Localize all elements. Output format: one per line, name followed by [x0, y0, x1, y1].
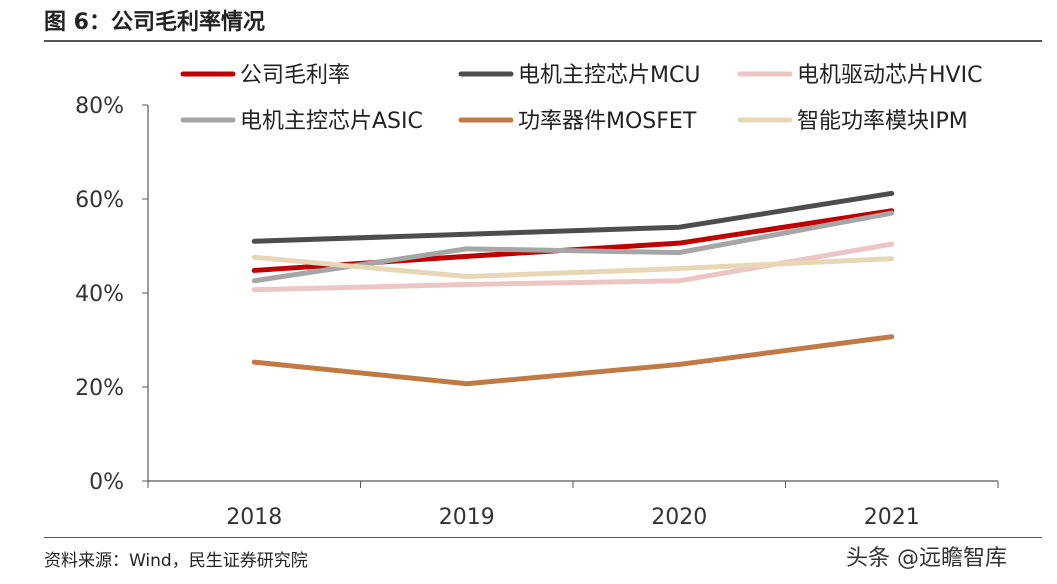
x-tick-label: 2020 [651, 505, 707, 530]
y-tick-label: 40% [75, 282, 124, 307]
legend-label: 功率器件MOSFET [518, 109, 697, 134]
y-tick-label: 20% [75, 376, 124, 401]
x-tick-label: 2019 [439, 505, 495, 530]
figure-title: 图 6：公司毛利率情况 [44, 10, 265, 35]
legend-label: 电机主控芯片ASIC [240, 109, 423, 134]
series-line [251, 334, 895, 387]
legend-label: 公司毛利率 [240, 63, 350, 88]
watermark: 头条 @远瞻智库 [846, 546, 1007, 571]
source-note: 资料来源：Wind，民生证券研究院 [44, 551, 308, 571]
y-tick-label: 0% [89, 470, 124, 495]
series-line [251, 190, 895, 244]
legend-label: 电机驱动芯片HVIC [797, 63, 982, 88]
y-tick-label: 80% [75, 94, 124, 119]
x-tick-label: 2021 [864, 505, 920, 530]
x-tick-label: 2018 [226, 505, 282, 530]
y-tick-label: 60% [75, 188, 124, 213]
legend-label: 电机主控芯片MCU [518, 63, 700, 88]
bottom-rule [44, 537, 1042, 538]
legend-label: 智能功率模块IPM [797, 109, 968, 134]
top-rule [44, 40, 1042, 42]
series-line [251, 254, 895, 280]
